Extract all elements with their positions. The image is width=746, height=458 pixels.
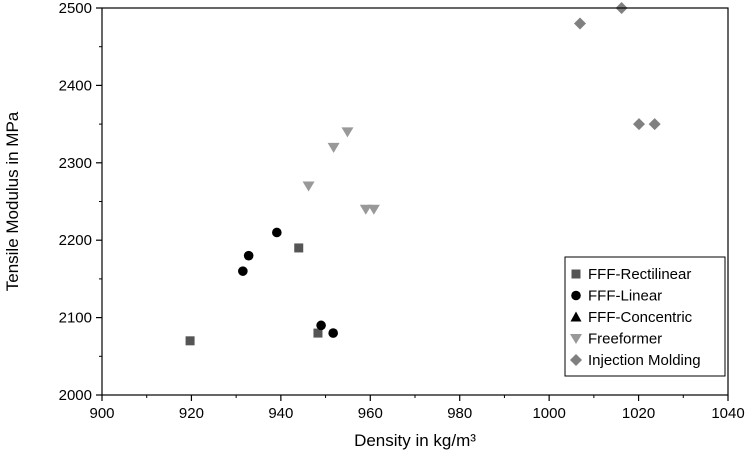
point-freeformer — [302, 181, 315, 192]
point-fff-rectilinear — [313, 328, 323, 338]
data-points — [185, 2, 661, 346]
legend-label-fff-linear: FFF-Linear — [588, 288, 662, 305]
point-fff-linear — [238, 266, 248, 276]
legend-label-fff-concentric: FFF-Concentric — [588, 309, 693, 326]
y-tick-label: 2000 — [59, 387, 92, 404]
point-fff-linear — [272, 227, 282, 238]
legend: FFF-Rectilinear FFF-Linear FFF-Concentric F… — [564, 256, 726, 377]
x-tick-label: 1000 — [532, 405, 565, 422]
x-tick-label: 900 — [89, 405, 114, 422]
legend-label-freeformer: Freeformer — [588, 331, 662, 348]
point-fff-linear — [316, 320, 326, 331]
y-tick-label: 2300 — [59, 155, 92, 172]
point-fff-rectilinear — [294, 243, 304, 253]
point-injection-molding — [573, 17, 586, 30]
x-tick-label: 980 — [447, 405, 472, 422]
legend-label-fff-rectilinear: FFF-Rectilinear — [588, 266, 691, 283]
legend-marker-injection-molding — [570, 354, 582, 366]
point-freeformer — [359, 204, 372, 215]
legend-box — [564, 256, 726, 377]
y-tick-label: 2500 — [59, 0, 92, 17]
point-fff-linear — [243, 250, 254, 261]
legend-marker-fff-concentric — [570, 311, 582, 322]
point-injection-molding — [648, 118, 661, 131]
legend-marker-fff-rectilinear — [571, 269, 581, 279]
legend-label-injection-molding: Injection Molding — [588, 352, 701, 369]
plot-area-frame — [101, 7, 729, 396]
point-injection-molding — [633, 118, 646, 131]
y-tick-label: 2400 — [59, 77, 92, 94]
y-axis-ticks: 2000 2100 2200 2300 2400 2500 — [59, 0, 102, 404]
x-tick-label: 1040 — [711, 405, 744, 422]
x-tick-label: 920 — [179, 405, 204, 422]
x-axis-ticks: 900 920 940 960 980 1000 1020 1040 — [89, 395, 745, 422]
point-fff-rectilinear — [185, 336, 195, 346]
point-freeformer — [327, 142, 340, 153]
y-tick-label: 2100 — [59, 310, 92, 327]
y-axis-title: Tensile Modulus in MPa — [3, 111, 22, 291]
x-axis-title: Density in kg/m³ — [354, 431, 476, 450]
x-tick-label: 940 — [268, 405, 293, 422]
y-tick-label: 2200 — [59, 232, 92, 249]
point-freeformer — [367, 204, 380, 215]
legend-marker-fff-linear — [571, 290, 581, 301]
x-tick-label: 960 — [358, 405, 383, 422]
point-fff-linear — [328, 328, 338, 338]
legend-marker-freeformer — [570, 334, 582, 344]
point-freeformer — [341, 127, 354, 138]
x-tick-label: 1020 — [622, 405, 655, 422]
